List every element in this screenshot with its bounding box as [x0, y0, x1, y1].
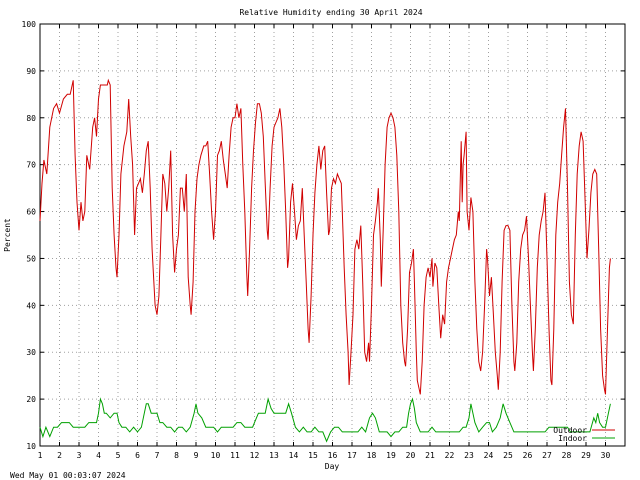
generated-timestamp: Wed May 01 00:03:07 2024: [10, 471, 126, 480]
x-tick-label: 20: [406, 451, 416, 460]
x-tick-label: 11: [230, 451, 240, 460]
x-tick-label: 7: [155, 451, 160, 460]
x-tick-label: 16: [328, 451, 338, 460]
outdoor-legend-label: Outdoor: [553, 426, 587, 435]
x-tick-label: 8: [174, 451, 179, 460]
x-tick-label: 22: [445, 451, 455, 460]
x-tick-label: 12: [250, 451, 260, 460]
y-tick-label: 50: [26, 254, 36, 263]
y-tick-label: 90: [26, 67, 36, 76]
x-tick-label: 29: [581, 451, 591, 460]
x-tick-label: 5: [116, 451, 121, 460]
y-tick-label: 20: [26, 395, 36, 404]
x-tick-label: 19: [386, 451, 396, 460]
x-tick-label: 13: [269, 451, 279, 460]
x-tick-label: 6: [135, 451, 140, 460]
y-axis-label: Percent: [3, 218, 12, 252]
x-tick-label: 27: [542, 451, 552, 460]
x-tick-label: 15: [308, 451, 318, 460]
y-tick-label: 80: [26, 114, 36, 123]
x-tick-label: 25: [503, 451, 513, 460]
series-layer: [39, 78, 611, 443]
x-tick-label: 24: [484, 451, 494, 460]
chart-title: Relative Humidity ending 30 April 2024: [239, 8, 422, 17]
x-tick-label: 18: [367, 451, 377, 460]
x-axis-label: Day: [325, 462, 340, 471]
x-tick-label: 30: [601, 451, 611, 460]
x-tick-label: 2: [57, 451, 62, 460]
y-tick-label: 40: [26, 301, 36, 310]
plot-frame: [39, 23, 626, 447]
indoor-legend-label: Indoor: [558, 434, 587, 443]
x-tick-label: 28: [562, 451, 572, 460]
x-tick-label: 23: [464, 451, 474, 460]
y-tick-label: 10: [26, 442, 36, 451]
indoor-series-line: [39, 397, 611, 443]
y-tick-label: 30: [26, 348, 36, 357]
x-tick-label: 14: [289, 451, 299, 460]
x-tick-label: 17: [347, 451, 357, 460]
x-tick-label: 3: [77, 451, 82, 460]
y-tick-label: 60: [26, 208, 36, 217]
y-tick-label: 70: [26, 161, 36, 170]
grid-lines: [40, 24, 625, 446]
x-tick-label: 21: [425, 451, 435, 460]
outdoor-series-line: [39, 78, 611, 395]
x-tick-label: 4: [96, 451, 101, 460]
x-tick-label: 1: [38, 451, 43, 460]
y-tick-label: 100: [22, 20, 37, 29]
x-tick-label: 9: [194, 451, 199, 460]
x-tick-label: 10: [211, 451, 221, 460]
x-tick-label: 26: [523, 451, 533, 460]
